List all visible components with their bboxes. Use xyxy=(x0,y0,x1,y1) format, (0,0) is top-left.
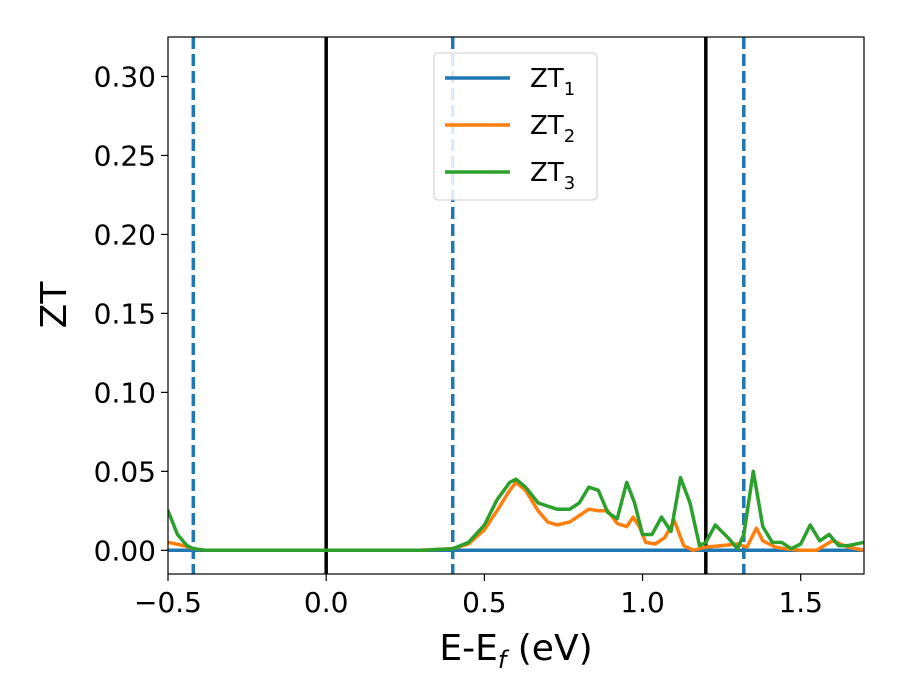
series-lines xyxy=(168,469,864,553)
y-tick-label: 0.30 xyxy=(94,60,156,93)
vertical-reference-lines xyxy=(191,37,746,574)
x-axis-label-suffix: (eV) xyxy=(506,628,592,669)
y-tick-label: 0.00 xyxy=(94,534,156,567)
legend: ZT1 ZT2 ZT3 xyxy=(433,52,598,201)
series-line-zt3 xyxy=(168,469,864,553)
x-tick-label: −0.5 xyxy=(134,586,202,619)
legend-label-zt1: ZT1 xyxy=(530,64,575,100)
y-axis-label: ZT xyxy=(34,281,75,329)
x-axis-ticks: −0.5 0.0 0.5 1.0 1.5 xyxy=(134,574,823,619)
legend-label-zt3: ZT3 xyxy=(530,158,575,194)
legend-label-zt2: ZT2 xyxy=(530,111,575,147)
legend-box xyxy=(433,52,598,201)
y-axis-ticks: 0.00 0.05 0.10 0.15 0.20 0.25 0.30 xyxy=(94,60,168,567)
plot-area xyxy=(167,36,865,575)
y-tick-label: 0.05 xyxy=(94,455,156,488)
y-tick-label: 0.25 xyxy=(94,139,156,172)
x-tick-label: 0.0 xyxy=(304,586,349,619)
x-axis-label-main: E-E xyxy=(439,628,497,669)
y-tick-label: 0.20 xyxy=(94,218,156,251)
y-tick-label: 0.15 xyxy=(94,297,156,330)
x-tick-label: 1.5 xyxy=(778,586,823,619)
y-tick-label: 0.10 xyxy=(94,376,156,409)
x-tick-label: 0.5 xyxy=(462,586,507,619)
plot-frame xyxy=(167,36,865,575)
x-axis-label: E-Ef (eV) xyxy=(439,628,592,674)
x-tick-label: 1.0 xyxy=(620,586,665,619)
